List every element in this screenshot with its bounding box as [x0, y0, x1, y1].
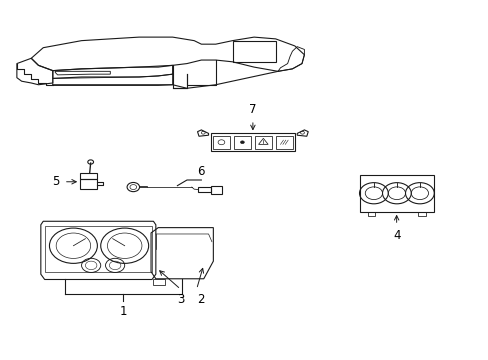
Text: 3: 3 — [177, 293, 184, 306]
Bar — [80, 172, 97, 179]
Text: 1: 1 — [120, 305, 127, 318]
Bar — [367, 212, 375, 216]
Circle shape — [240, 141, 244, 144]
Text: 4: 4 — [392, 229, 400, 242]
Text: 6: 6 — [197, 165, 204, 177]
Bar — [232, 41, 275, 62]
Text: 5: 5 — [52, 175, 59, 188]
Bar — [254, 136, 271, 149]
Bar — [212, 136, 229, 149]
Text: 7: 7 — [248, 103, 256, 116]
Bar — [198, 188, 211, 192]
Bar — [359, 175, 433, 212]
Bar — [80, 179, 97, 189]
Bar — [211, 186, 222, 194]
Bar — [233, 136, 250, 149]
Bar — [275, 136, 292, 149]
Bar — [210, 134, 294, 151]
Text: 2: 2 — [197, 293, 204, 306]
Bar — [153, 279, 165, 285]
Bar — [417, 212, 425, 216]
